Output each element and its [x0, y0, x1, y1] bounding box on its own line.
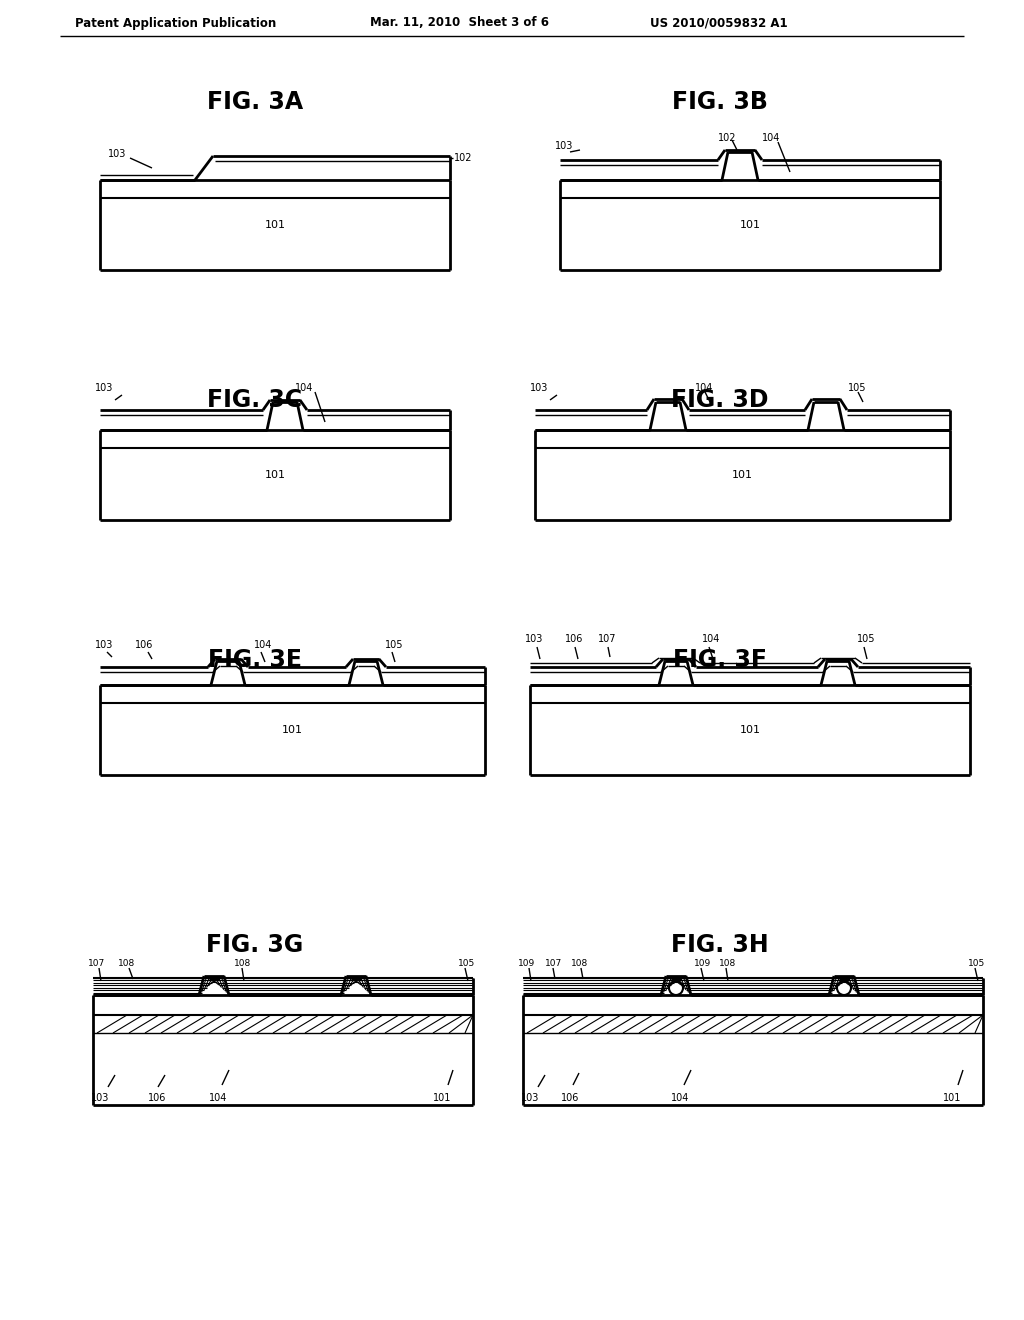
- Text: 107: 107: [88, 960, 105, 969]
- Text: 104: 104: [209, 1093, 227, 1104]
- Text: 103: 103: [91, 1093, 110, 1104]
- Text: 107: 107: [545, 960, 562, 969]
- Text: 104: 104: [762, 133, 780, 143]
- Text: 103: 103: [525, 634, 544, 644]
- Text: FIG. 3G: FIG. 3G: [207, 933, 304, 957]
- Text: 104: 104: [295, 383, 313, 393]
- Text: US 2010/0059832 A1: US 2010/0059832 A1: [650, 16, 787, 29]
- Text: Patent Application Publication: Patent Application Publication: [75, 16, 276, 29]
- Text: 105: 105: [385, 640, 403, 649]
- Text: 105: 105: [458, 960, 475, 969]
- Text: 106: 106: [148, 1093, 166, 1104]
- Text: Mar. 11, 2010  Sheet 3 of 6: Mar. 11, 2010 Sheet 3 of 6: [370, 16, 549, 29]
- Text: 103: 103: [95, 640, 114, 649]
- Text: 101: 101: [433, 1093, 452, 1104]
- Text: 108: 108: [571, 960, 588, 969]
- Text: 101: 101: [282, 725, 302, 735]
- Text: 106: 106: [135, 640, 154, 649]
- Text: 106: 106: [565, 634, 584, 644]
- Text: 105: 105: [848, 383, 866, 393]
- Text: FIG. 3D: FIG. 3D: [672, 388, 769, 412]
- Text: 109: 109: [518, 960, 536, 969]
- Text: 104: 104: [702, 634, 720, 644]
- Text: 103: 103: [108, 149, 126, 158]
- Text: 101: 101: [739, 220, 761, 230]
- Text: FIG. 3B: FIG. 3B: [672, 90, 768, 114]
- Text: 109: 109: [694, 960, 712, 969]
- Text: 103: 103: [530, 383, 549, 393]
- Text: 108: 108: [719, 960, 736, 969]
- Text: 105: 105: [857, 634, 876, 644]
- Text: 103: 103: [521, 1093, 540, 1104]
- Text: 108: 108: [234, 960, 251, 969]
- Text: FIG. 3H: FIG. 3H: [671, 933, 769, 957]
- Text: 101: 101: [264, 470, 286, 480]
- Text: 108: 108: [118, 960, 135, 969]
- Text: 103: 103: [555, 141, 573, 150]
- Text: 101: 101: [264, 220, 286, 230]
- Text: 101: 101: [731, 470, 753, 480]
- Text: 103: 103: [95, 383, 114, 393]
- Text: 104: 104: [695, 383, 714, 393]
- Text: FIG. 3E: FIG. 3E: [208, 648, 302, 672]
- Text: 105: 105: [968, 960, 985, 969]
- Text: 104: 104: [671, 1093, 689, 1104]
- Text: 101: 101: [739, 725, 761, 735]
- Text: 106: 106: [561, 1093, 580, 1104]
- Text: 101: 101: [943, 1093, 962, 1104]
- Text: 104: 104: [254, 640, 272, 649]
- Text: 107: 107: [598, 634, 616, 644]
- Text: 102: 102: [718, 133, 736, 143]
- Text: 102: 102: [454, 153, 472, 162]
- Text: FIG. 3C: FIG. 3C: [208, 388, 302, 412]
- Text: FIG. 3F: FIG. 3F: [673, 648, 767, 672]
- Text: FIG. 3A: FIG. 3A: [207, 90, 303, 114]
